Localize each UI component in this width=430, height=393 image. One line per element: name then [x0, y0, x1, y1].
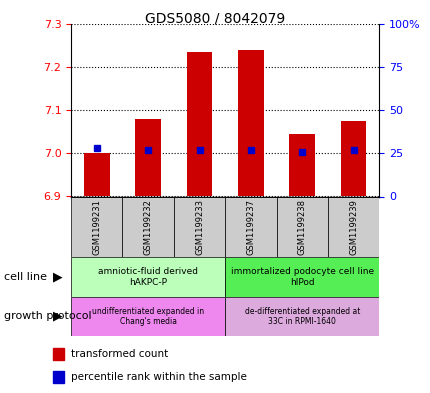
Bar — [135, 119, 161, 196]
Bar — [71, 257, 225, 297]
Bar — [53, 371, 64, 384]
Bar — [71, 196, 122, 257]
Bar — [224, 257, 378, 297]
Bar — [224, 297, 378, 336]
Bar — [237, 50, 263, 196]
Bar — [53, 348, 64, 360]
Bar — [84, 153, 109, 196]
Text: GSM1199239: GSM1199239 — [348, 199, 357, 255]
Text: GSM1199232: GSM1199232 — [143, 199, 152, 255]
Bar — [71, 297, 225, 336]
Text: percentile rank within the sample: percentile rank within the sample — [71, 372, 246, 382]
Text: ▶: ▶ — [53, 270, 63, 284]
Text: undifferentiated expanded in
Chang's media: undifferentiated expanded in Chang's med… — [92, 307, 204, 326]
Text: GSM1199231: GSM1199231 — [92, 199, 101, 255]
Text: amniotic-fluid derived
hAKPC-P: amniotic-fluid derived hAKPC-P — [98, 267, 198, 287]
Text: GSM1199238: GSM1199238 — [297, 199, 306, 255]
Text: de-differentiated expanded at
33C in RPMI-1640: de-differentiated expanded at 33C in RPM… — [244, 307, 359, 326]
Text: growth protocol: growth protocol — [4, 311, 92, 321]
Text: immortalized podocyte cell line
hIPod: immortalized podocyte cell line hIPod — [230, 267, 373, 287]
Text: transformed count: transformed count — [71, 349, 168, 359]
Text: GSM1199237: GSM1199237 — [246, 199, 255, 255]
Bar — [327, 196, 378, 257]
Bar — [289, 134, 314, 196]
Bar — [122, 196, 173, 257]
Bar — [186, 51, 212, 196]
Bar — [224, 196, 276, 257]
Text: GSM1199233: GSM1199233 — [194, 199, 203, 255]
Bar — [340, 121, 366, 196]
Bar — [276, 196, 327, 257]
Bar — [173, 196, 224, 257]
Text: ▶: ▶ — [53, 310, 63, 323]
Text: GDS5080 / 8042079: GDS5080 / 8042079 — [145, 12, 285, 26]
Text: cell line: cell line — [4, 272, 47, 282]
